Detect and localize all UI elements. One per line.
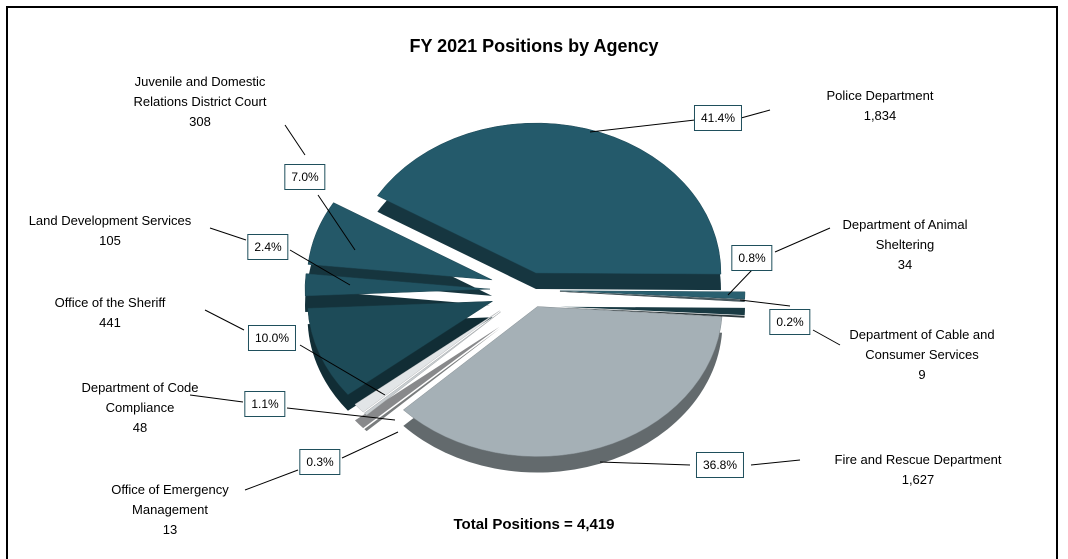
slice-label: Land Development Services 105 <box>10 211 210 251</box>
leader-line <box>189 394 244 403</box>
category-name: Fire and Rescue Department <box>834 452 1002 467</box>
pie-slice <box>559 290 746 300</box>
value-label: 1,627 <box>901 472 935 487</box>
leader-line <box>289 249 351 286</box>
pie-slice-depth <box>354 326 500 429</box>
percent-label: 0.2% <box>769 309 811 335</box>
chart-title: FY 2021 Positions by Agency <box>409 36 659 56</box>
leader-line <box>341 431 399 459</box>
percent-label: 0.3% <box>299 449 341 475</box>
pie-slice <box>402 306 723 457</box>
percent-label: 36.8% <box>695 452 745 478</box>
value-label: 441 <box>99 315 121 330</box>
pie-slice <box>307 300 494 396</box>
pie-slice-depth <box>559 306 745 316</box>
category-name: Office of Emergency Management <box>111 482 229 517</box>
annotation: Total Positions = 4,419 <box>453 516 615 533</box>
pie-slice <box>307 202 493 281</box>
category-name: Police Department <box>826 88 934 103</box>
leader-line <box>284 124 306 156</box>
leader-line <box>204 309 245 331</box>
slice-label: Department of Code Compliance 48 <box>65 378 215 438</box>
leader-line <box>599 461 691 466</box>
category-name: Department of Animal Sheltering <box>842 217 968 252</box>
value-label: 308 <box>189 114 211 129</box>
pie-slice-depth <box>364 327 501 432</box>
pie-slice <box>304 273 491 297</box>
frame <box>6 6 1058 559</box>
slice-label: Department of Cable and Consumer Service… <box>837 325 1007 385</box>
leader-line <box>739 299 791 307</box>
leader-line <box>244 469 299 491</box>
category-name: Office of the Sheriff <box>54 295 166 310</box>
percent-label: 10.0% <box>247 325 297 351</box>
category-name: Juvenile and Domestic Relations District… <box>133 74 267 109</box>
slice-label: Police Department 1,834 <box>780 86 980 126</box>
percent-label: 41.4% <box>693 105 743 131</box>
value-label: 34 <box>897 257 913 272</box>
pie-slice <box>376 122 722 275</box>
leader-line <box>317 194 356 251</box>
leader-line <box>812 329 841 346</box>
pie-slice <box>363 311 501 416</box>
leader-line <box>299 344 386 396</box>
value-label: 9 <box>918 367 926 382</box>
leader-line <box>750 459 801 466</box>
leader-line <box>209 227 247 241</box>
category-name: Land Development Services <box>28 213 192 228</box>
value-label: 48 <box>132 420 148 435</box>
percent-label: 2.4% <box>247 234 289 260</box>
percent-label: 7.0% <box>284 164 326 190</box>
slice-label: Office of Emergency Management 13 <box>95 480 245 540</box>
category-name: Department of Code Compliance <box>81 380 199 415</box>
percent-label: 1.1% <box>244 391 286 417</box>
category-name: Department of Cable and Consumer Service… <box>849 327 995 362</box>
value-label: 13 <box>162 522 178 537</box>
slice-label: Juvenile and Domestic Relations District… <box>120 72 280 132</box>
percent-label: 0.8% <box>731 245 773 271</box>
leader-line <box>286 407 396 421</box>
value-label: 1,834 <box>863 108 897 123</box>
leader-line <box>727 269 753 296</box>
slice-label: Office of the Sheriff 441 <box>35 293 185 333</box>
slice-label: Department of Animal Sheltering 34 <box>830 215 980 275</box>
leader-line <box>589 119 696 133</box>
slice-label: Fire and Rescue Department 1,627 <box>818 450 1018 490</box>
pie-slice-depth <box>559 307 745 318</box>
leader-line <box>740 109 771 119</box>
value-label: 105 <box>99 233 121 248</box>
leader-line <box>774 227 831 253</box>
pie-slice <box>354 310 500 413</box>
